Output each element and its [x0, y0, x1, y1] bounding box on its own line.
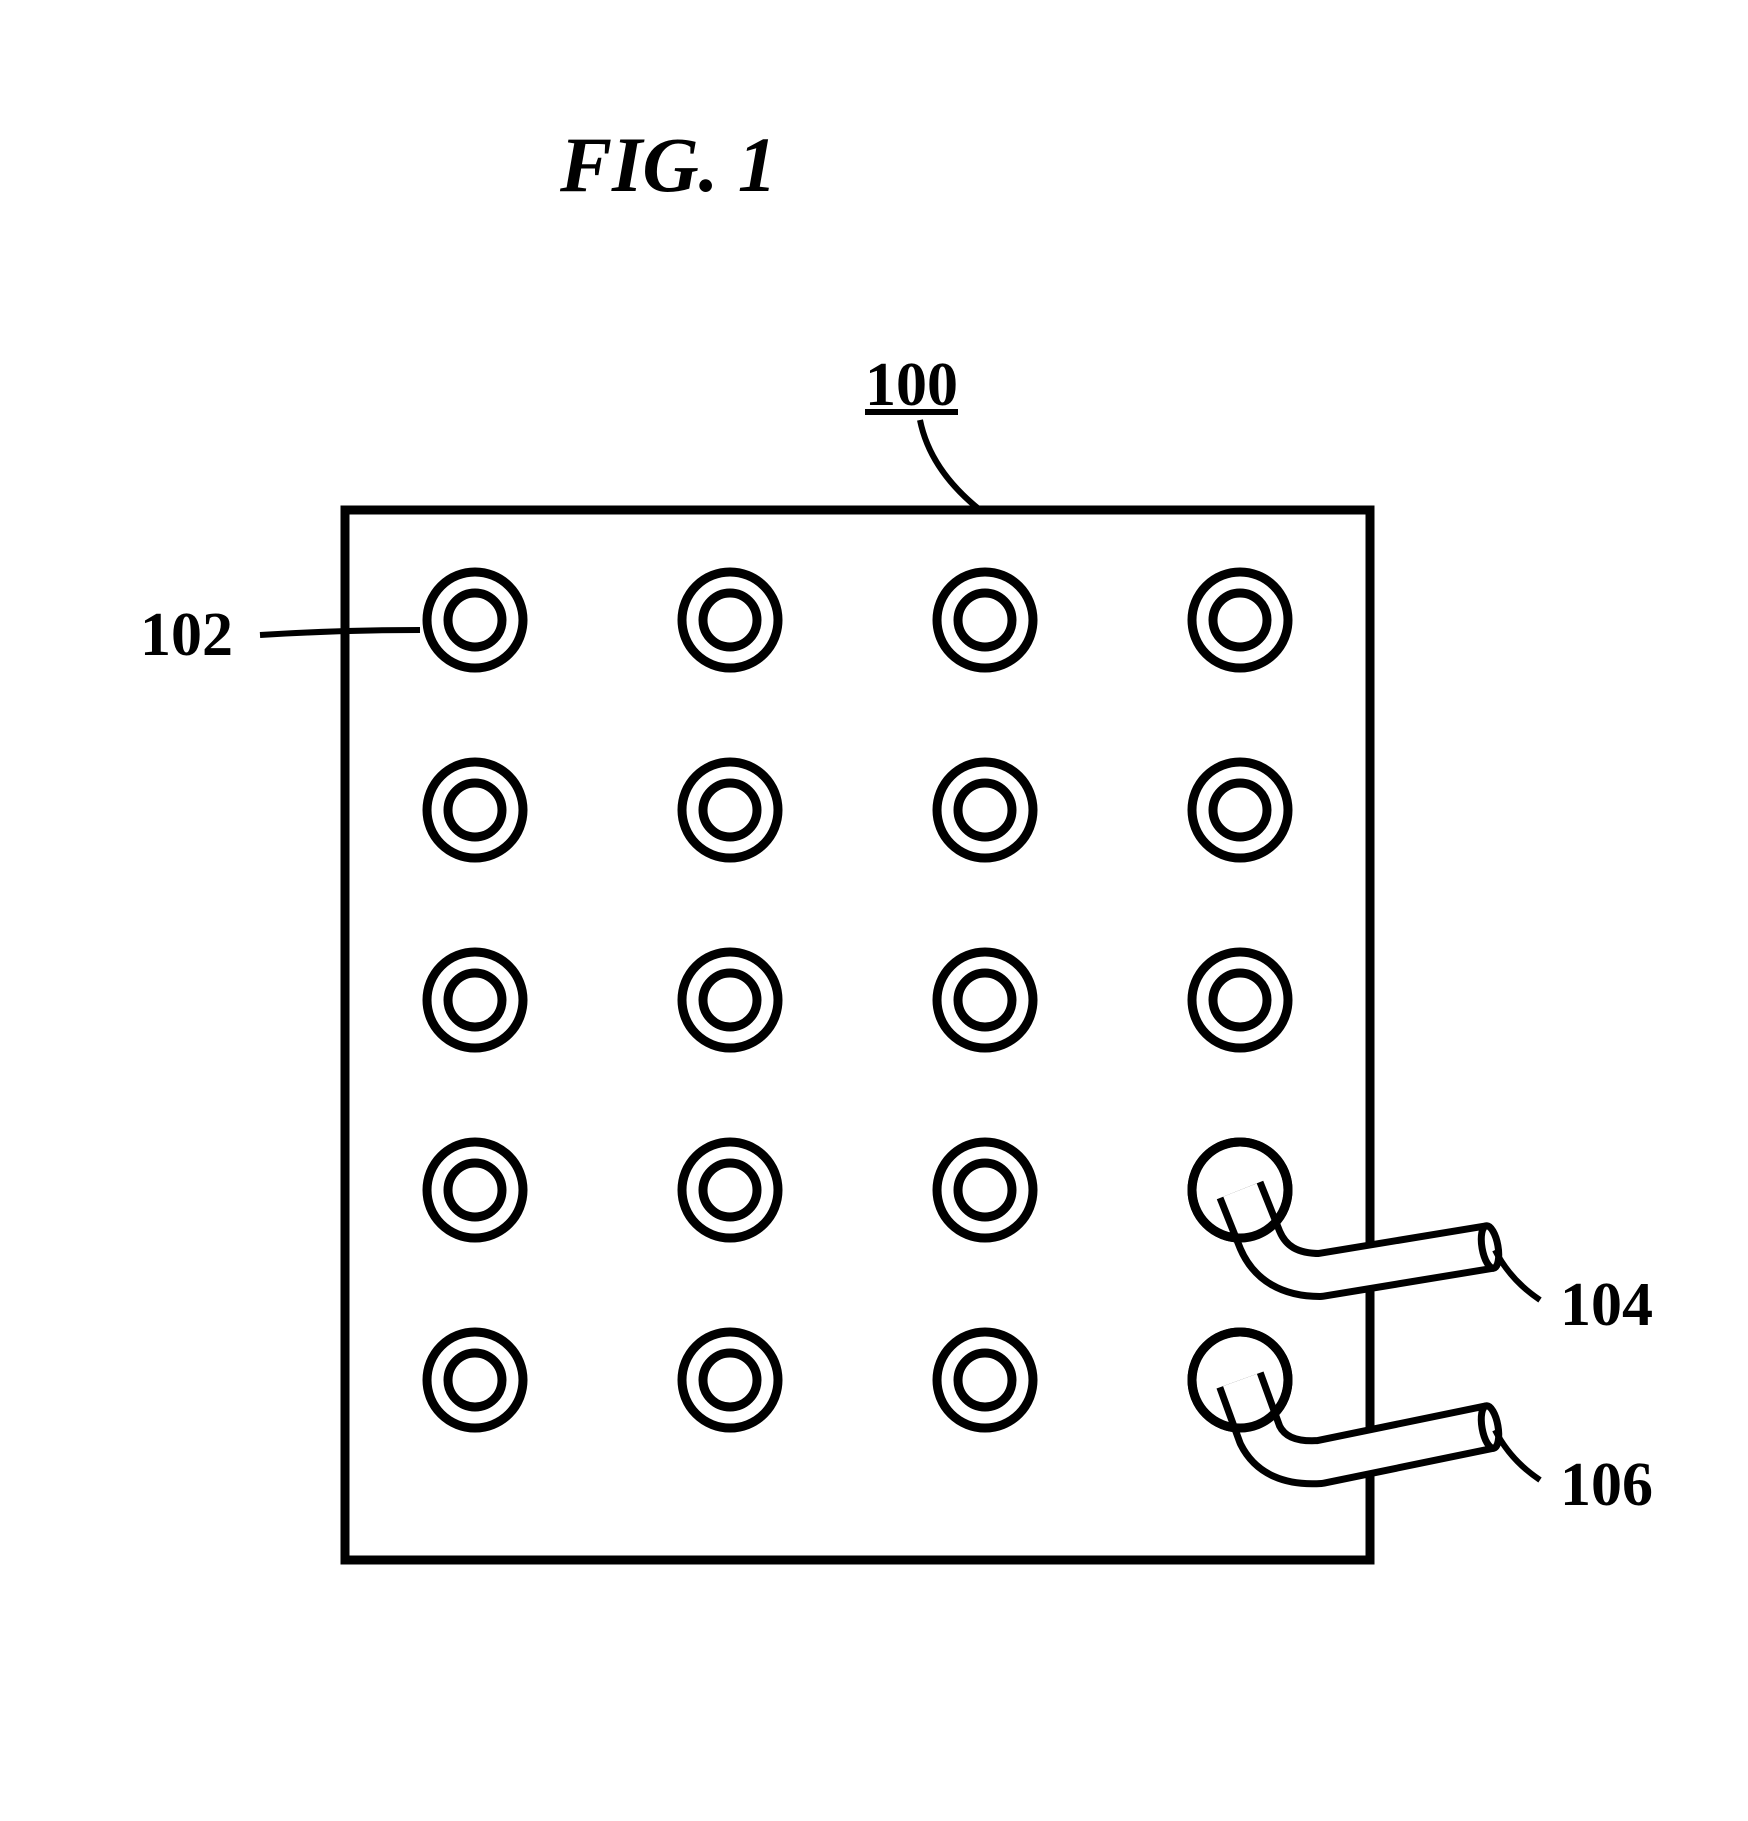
patent-diagram: [0, 0, 1748, 1821]
